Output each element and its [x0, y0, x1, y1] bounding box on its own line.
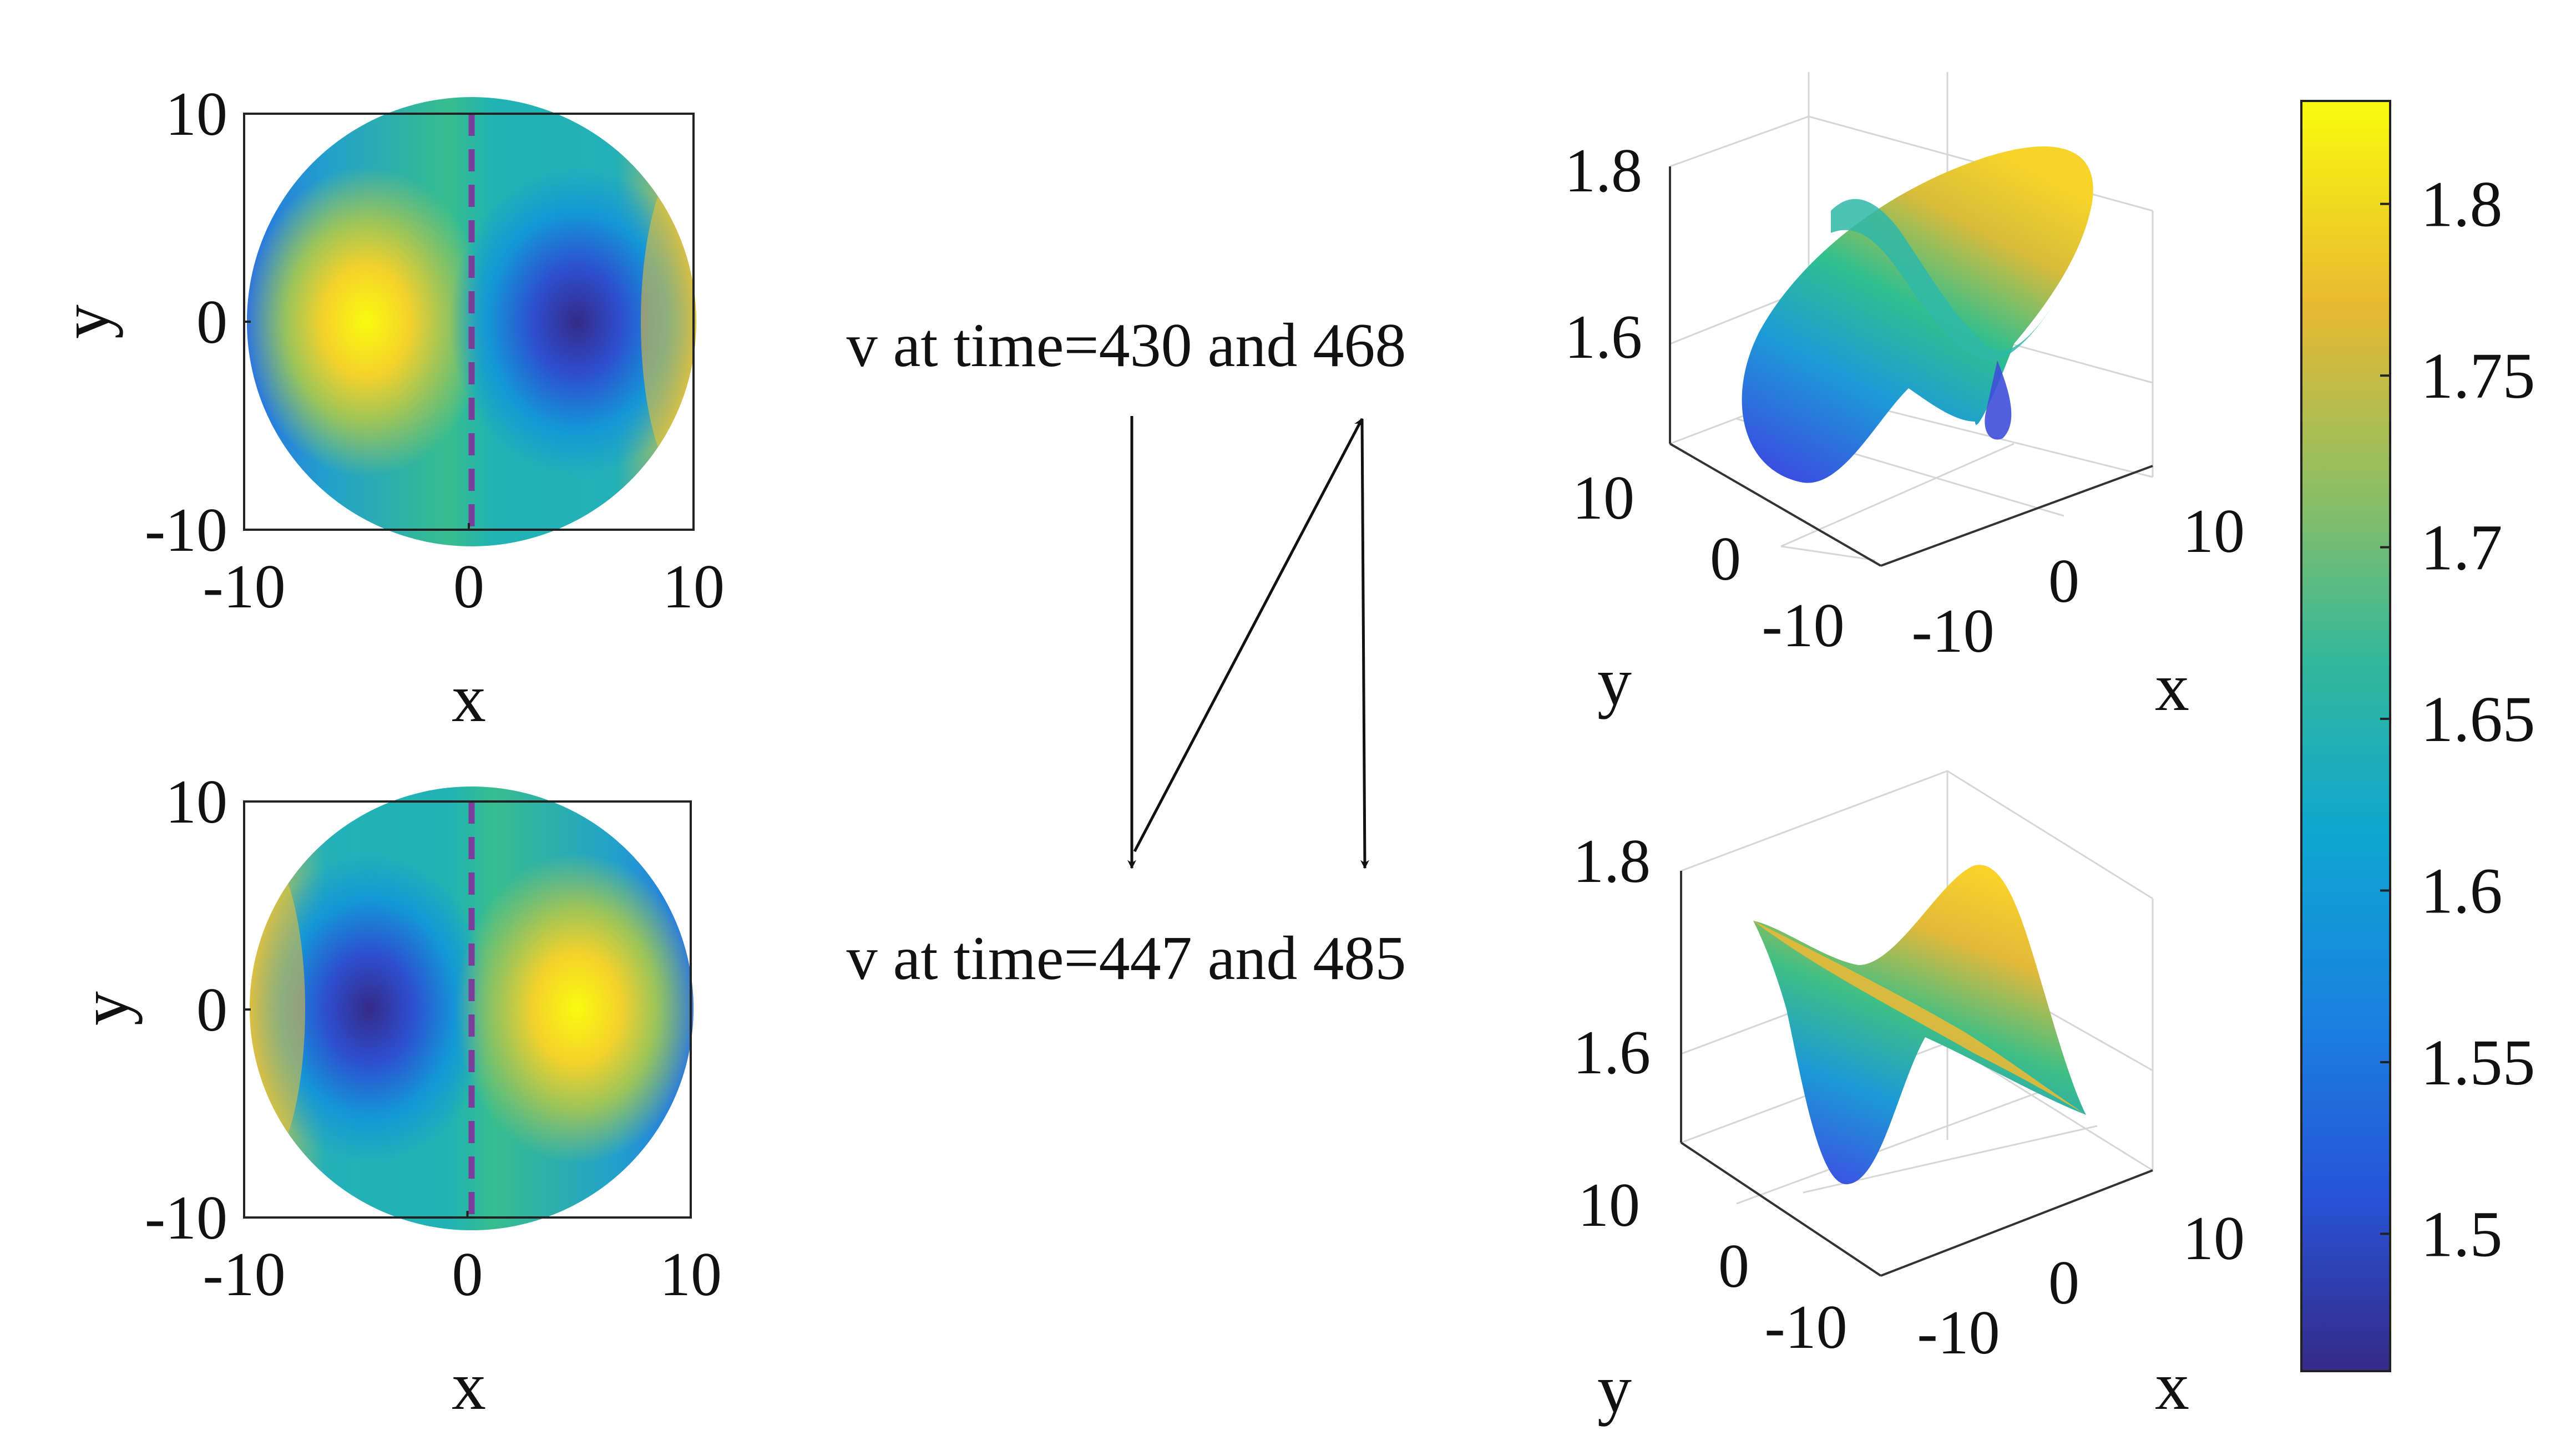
x-tick-label: 10: [662, 552, 725, 621]
x-tick-label: 10: [660, 1240, 722, 1309]
x-tick-label: -10: [203, 552, 285, 621]
y-axis-label: y: [1597, 643, 1632, 719]
y-axis-label: y: [1597, 1351, 1632, 1427]
heatmap-top-left: -10 0 10 -10 0 10 x y: [47, 80, 725, 736]
heatmap-bottom-left: -10 0 10 -10 0 10 x y: [67, 768, 722, 1424]
surface-mesh: [1742, 146, 2093, 483]
colorbar: 1.5 1.55 1.6 1.65 1.7 1.75 1.8: [2300, 100, 2535, 1372]
x-tick-label: 10: [2183, 1204, 2245, 1273]
y-tick-label: 10: [165, 768, 227, 836]
x-tick-label: 0: [453, 552, 484, 621]
x-tick-label: 0: [452, 1240, 483, 1309]
y-tick-label: 0: [1710, 525, 1741, 593]
x-axis-label: x: [2155, 649, 2189, 725]
x-tick-label: 10: [2183, 497, 2245, 566]
z-tick-label: 1.8: [1573, 827, 1651, 896]
x-tick-label: 0: [2048, 547, 2079, 616]
y-tick-label: -10: [145, 496, 227, 565]
arrow-diagonal-up: [1133, 418, 1364, 853]
z-tick-label: 1.6: [1573, 1018, 1651, 1087]
axes-edges: [1669, 166, 2153, 567]
y-tick-label: 0: [1718, 1232, 1749, 1301]
colorbar-tick-label: 1.8: [2421, 168, 2503, 241]
colorbar-tick-label: 1.6: [2421, 855, 2503, 927]
x-tick-label: -10: [203, 1240, 285, 1309]
x-axis-label: x: [452, 660, 486, 736]
colorbar-tick-label: 1.7: [2421, 511, 2503, 584]
y-axis-label: y: [67, 991, 143, 1026]
z-tick-label: 1.8: [1565, 136, 1642, 205]
z-tick-label: 1.6: [1565, 303, 1642, 372]
y-tick-label: 10: [165, 80, 227, 149]
x-tick-label: -10: [1911, 597, 1994, 666]
colorbar-tick-label: 1.75: [2421, 339, 2535, 412]
surface-mesh: [1753, 865, 2086, 1185]
annotation-group: v at time=430 and 468 v at time=447 and …: [847, 311, 1406, 993]
y-tick-label: -10: [145, 1184, 227, 1252]
surface-top-right: 1.6 1.8 10 0 -10 -10 0 10 x y: [1565, 72, 2245, 725]
annotation-bottom: v at time=447 and 485: [847, 924, 1406, 993]
x-tick-label: -10: [1917, 1298, 2000, 1367]
colorbar-tick-label: 1.5: [2421, 1198, 2503, 1270]
y-tick-label: -10: [1764, 1293, 1847, 1362]
y-tick-label: 10: [1572, 464, 1634, 532]
y-tick-label: 10: [1578, 1171, 1640, 1240]
colorbar-tick-label: 1.65: [2421, 683, 2535, 755]
annotation-top: v at time=430 and 468: [847, 311, 1406, 380]
y-tick-label: 0: [196, 288, 227, 357]
y-axis-label: y: [47, 305, 123, 339]
x-axis-label: x: [452, 1348, 486, 1424]
x-tick-label: 0: [2048, 1249, 2079, 1317]
axes-edges: [1680, 871, 2153, 1277]
heatmap-bottom-left-field: [250, 787, 694, 1230]
x-axis-label: x: [2155, 1348, 2189, 1424]
arrow-down-right: [1360, 418, 1369, 869]
y-tick-label: -10: [1762, 591, 1844, 660]
y-tick-label: 0: [196, 976, 227, 1044]
colorbar-tick-label: 1.55: [2421, 1026, 2535, 1099]
colorbar-gradient: [2300, 100, 2391, 1372]
heatmap-top-left-field: [247, 97, 696, 546]
